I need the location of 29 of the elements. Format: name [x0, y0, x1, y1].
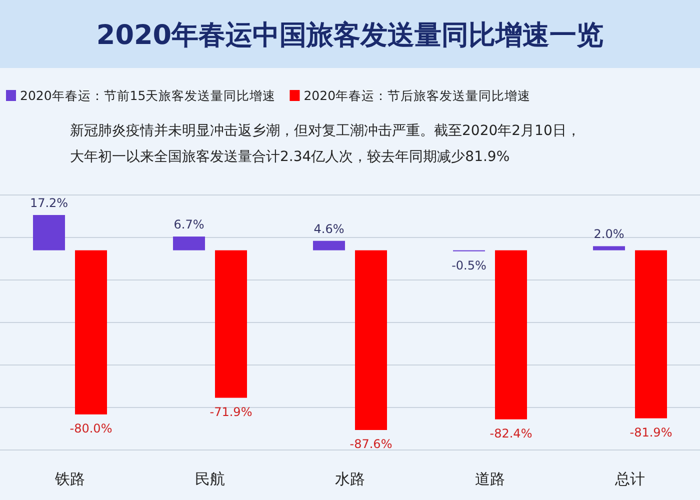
x-tick-label: 道路 [475, 470, 505, 488]
x-tick-label: 水路 [335, 470, 365, 488]
data-label: 2.0% [594, 227, 624, 242]
data-label: 6.7% [174, 218, 204, 232]
bar [215, 250, 247, 398]
bar [635, 250, 667, 418]
data-label: -0.5% [452, 258, 486, 272]
data-label: -71.9% [210, 404, 252, 419]
bar [355, 250, 387, 430]
legend-label: 2020年春运：节前15天旅客发送量同比增速 [20, 88, 276, 103]
bar [173, 236, 205, 250]
text: 新冠肺炎疫情并未明显冲击返乡潮，但对复工潮冲击严重。截至2020年2月10日， [70, 123, 580, 139]
data-label: 4.6% [314, 222, 344, 236]
bar [593, 246, 625, 250]
x-tick-label: 总计 [614, 470, 645, 488]
data-label: -87.6% [350, 437, 392, 451]
data-label: -82.4% [490, 426, 532, 440]
bar [495, 250, 527, 420]
chart-title: 2020年春运中国旅客发送量同比增速一览 [96, 20, 604, 51]
x-tick-label: 铁路 [54, 470, 85, 488]
data-label: -80.0% [70, 421, 112, 436]
x-tick-label: 民航 [195, 470, 225, 488]
text: 大年初一以来全国旅客发送量合计2.34亿人次，较去年同期减少81.9% [70, 149, 510, 165]
bar [33, 215, 65, 250]
bar [313, 240, 345, 250]
bar [75, 250, 107, 414]
legend-label: 2020年春运：节后旅客发送量同比增速 [304, 88, 531, 103]
data-label: -81.9% [630, 425, 672, 440]
data-label: 17.2% [30, 196, 68, 210]
